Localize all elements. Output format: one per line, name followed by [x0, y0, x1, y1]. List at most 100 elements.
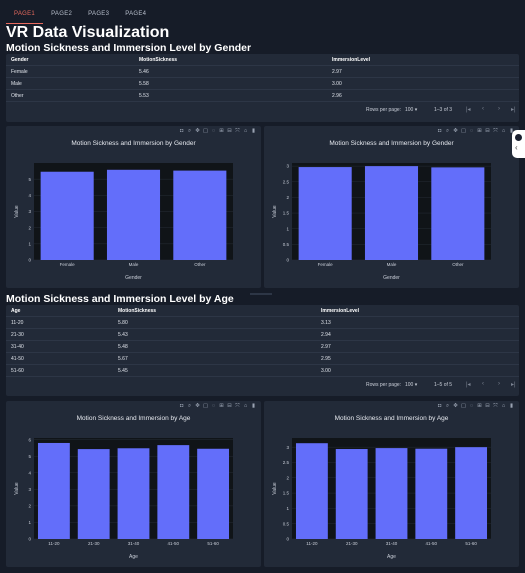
y-tick-label: 2.5: [283, 179, 290, 184]
table-row[interactable]: 11-20 5.80 3.13: [6, 317, 519, 329]
tab-page3[interactable]: PAGE3: [88, 11, 110, 17]
column-header-immersionlevel[interactable]: ImmersionLevel: [321, 308, 360, 314]
autoscale-icon[interactable]: ⤧: [235, 128, 240, 134]
y-tick-label: 4: [28, 193, 31, 198]
reset-axes-icon[interactable]: ⌂: [501, 403, 506, 409]
x-tick-label: Female: [60, 262, 76, 267]
chart-title: Motion Sickness and Immersion by Gender: [71, 140, 196, 147]
y-tick-label: 6: [28, 437, 31, 442]
x-axis-label: Gender: [383, 275, 400, 281]
zoom-in-icon[interactable]: ⊞: [219, 128, 224, 134]
plotly-logo-icon[interactable]: ▮: [509, 128, 514, 134]
zoom-out-icon[interactable]: ⊟: [485, 403, 490, 409]
y-tick-label: 2: [286, 475, 289, 480]
zoom-out-icon[interactable]: ⊟: [227, 128, 232, 134]
bar: [117, 448, 150, 539]
zoom-out-icon[interactable]: ⊟: [227, 403, 232, 409]
bar-chart: Motion Sickness and Immersion by Gender 0…: [272, 140, 491, 281]
zoom-in-icon[interactable]: ⊞: [219, 403, 224, 409]
y-tick-label: 3: [286, 445, 289, 450]
box-select-icon[interactable]: ▢: [460, 128, 467, 134]
tab-page2[interactable]: PAGE2: [51, 11, 73, 17]
camera-icon[interactable]: ◘: [437, 128, 442, 134]
autoscale-icon[interactable]: ⤧: [235, 403, 240, 409]
resize-handle[interactable]: [250, 293, 272, 295]
pan-icon[interactable]: ✥: [195, 128, 200, 134]
column-header-age[interactable]: Age: [11, 308, 21, 314]
tab-page1[interactable]: PAGE1: [6, 6, 44, 24]
camera-icon[interactable]: ◘: [179, 403, 184, 409]
autoscale-icon[interactable]: ⤧: [493, 128, 498, 134]
cell-motionsickness: 5.43: [118, 332, 128, 338]
tab-page4[interactable]: PAGE4: [125, 11, 147, 17]
table-row[interactable]: 41-50 5.67 2.95: [6, 353, 519, 365]
zoom-icon[interactable]: ⌕: [445, 128, 450, 134]
zoom-icon[interactable]: ⌕: [445, 403, 450, 409]
y-tick-label: 3: [28, 209, 31, 214]
table-row[interactable]: 31-40 5.48 2.97: [6, 341, 519, 353]
zoom-icon[interactable]: ⌕: [187, 403, 192, 409]
column-header-gender[interactable]: Gender: [11, 57, 29, 63]
modebar: ◘ ⌕ ✥ ▢ ◌ ⊞ ⊟ ⤧ ⌂ ▮: [178, 128, 257, 135]
box-select-icon[interactable]: ▢: [202, 403, 209, 409]
table-row[interactable]: Other 5.53 2.96: [6, 90, 519, 102]
y-tick-label: 5: [28, 454, 31, 459]
table-row[interactable]: 21-30 5.43 2.94: [6, 329, 519, 341]
side-panel-toggle[interactable]: ‹: [512, 130, 525, 158]
box-select-icon[interactable]: ▢: [460, 403, 467, 409]
prev-page-icon[interactable]: ‹: [482, 106, 484, 112]
chevron-left-icon[interactable]: ‹: [515, 143, 518, 152]
zoom-out-icon[interactable]: ⊟: [485, 128, 490, 134]
chart-title: Motion Sickness and Immersion by Age: [77, 415, 191, 422]
reset-axes-icon[interactable]: ⌂: [243, 403, 248, 409]
box-select-icon[interactable]: ▢: [202, 128, 209, 134]
rows-per-page-label: Rows per page:: [366, 107, 402, 113]
cell-immersionlevel: 3.00: [332, 81, 342, 87]
zoom-in-icon[interactable]: ⊞: [477, 128, 482, 134]
next-page-icon[interactable]: ›: [498, 106, 500, 112]
column-header-immersionlevel[interactable]: ImmersionLevel: [332, 57, 371, 63]
plotly-logo-icon[interactable]: ▮: [251, 403, 256, 409]
table-row[interactable]: Female 5.46 2.97: [6, 66, 519, 78]
lasso-icon[interactable]: ◌: [469, 128, 474, 134]
x-tick-label: Other: [452, 262, 464, 267]
first-page-icon[interactable]: |◂: [466, 382, 471, 388]
column-header-motionsickness[interactable]: MotionSickness: [118, 308, 157, 314]
cell-motionsickness: 5.53: [139, 93, 149, 99]
next-page-icon[interactable]: ›: [498, 381, 500, 387]
table-pagination: Rows per page: 100 ▾ 1–5 of 5 |◂ ‹ › ▸|: [6, 377, 519, 393]
pan-icon[interactable]: ✥: [453, 128, 458, 134]
last-page-icon[interactable]: ▸|: [511, 107, 516, 113]
table-row[interactable]: 51-60 5.45 3.00: [6, 365, 519, 377]
zoom-icon[interactable]: ⌕: [187, 128, 192, 134]
table-row[interactable]: Male 5.58 3.00: [6, 78, 519, 90]
zoom-in-icon[interactable]: ⊞: [477, 403, 482, 409]
camera-icon[interactable]: ◘: [179, 128, 184, 134]
reset-axes-icon[interactable]: ⌂: [243, 128, 248, 134]
last-page-icon[interactable]: ▸|: [511, 382, 516, 388]
pan-icon[interactable]: ✥: [195, 403, 200, 409]
x-tick-label: 51-60: [465, 541, 477, 546]
y-tick-label: 0.5: [283, 521, 290, 526]
y-tick-label: 4: [28, 470, 31, 475]
y-axis-label: Value: [14, 205, 20, 218]
reset-axes-icon[interactable]: ⌂: [501, 128, 506, 134]
pan-icon[interactable]: ✥: [453, 403, 458, 409]
rows-per-page-select[interactable]: 100 ▾: [405, 107, 418, 113]
prev-page-icon[interactable]: ‹: [482, 381, 484, 387]
theme-toggle-icon[interactable]: [515, 134, 522, 141]
lasso-icon[interactable]: ◌: [469, 403, 474, 409]
cell-immersionlevel: 2.94: [321, 332, 331, 338]
y-tick-label: 0: [28, 537, 31, 542]
modebar: ◘ ⌕ ✥ ▢ ◌ ⊞ ⊟ ⤧ ⌂ ▮: [436, 128, 515, 135]
plotly-logo-icon[interactable]: ▮: [251, 128, 256, 134]
camera-icon[interactable]: ◘: [437, 403, 442, 409]
chart-card-gender-immersion: Motion Sickness and Immersion by Gender 0…: [264, 126, 519, 288]
autoscale-icon[interactable]: ⤧: [493, 403, 498, 409]
rows-per-page-select[interactable]: 100 ▾: [405, 382, 418, 388]
lasso-icon[interactable]: ◌: [211, 403, 216, 409]
lasso-icon[interactable]: ◌: [211, 128, 216, 134]
first-page-icon[interactable]: |◂: [466, 107, 471, 113]
column-header-motionsickness[interactable]: MotionSickness: [139, 57, 178, 63]
plotly-logo-icon[interactable]: ▮: [509, 403, 514, 409]
